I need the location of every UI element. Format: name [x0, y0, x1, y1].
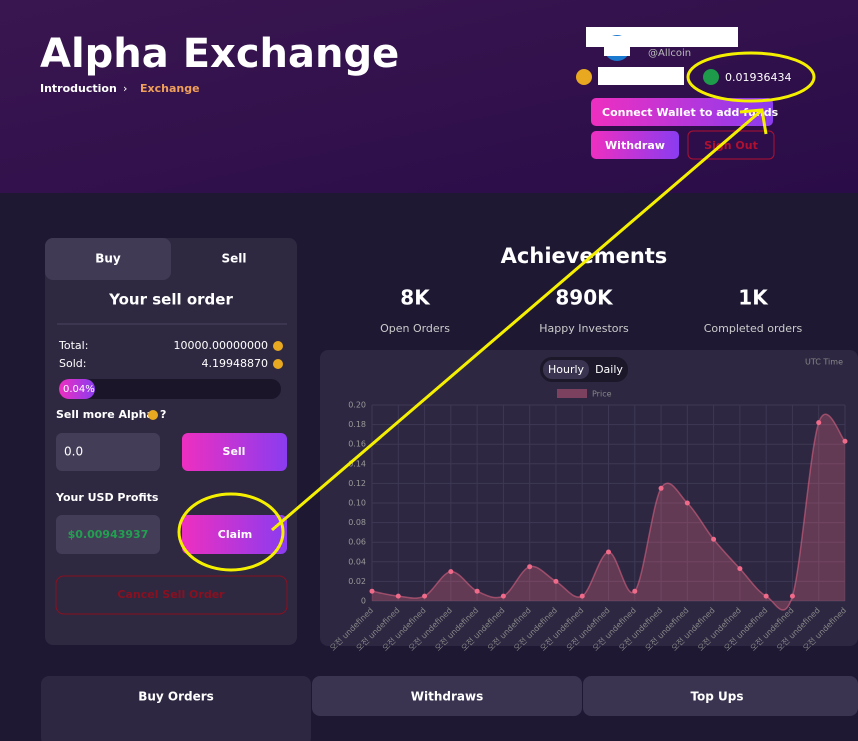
point: [395, 593, 401, 599]
point: [737, 566, 743, 572]
connect-label: Connect Wallet to add funds: [602, 106, 779, 119]
price-line: [371, 413, 846, 611]
tab-label: Withdraws: [411, 690, 483, 704]
point: [842, 438, 848, 444]
legend-label: Price: [592, 390, 612, 399]
label: ?: [160, 408, 166, 421]
tab-label: Buy: [95, 252, 121, 266]
y-tick-label: 0.02: [348, 577, 366, 586]
signout-label: Sign Out: [704, 139, 758, 152]
input-value: 0.0: [64, 445, 83, 459]
breadcrumb: Exchange: [140, 82, 200, 95]
label: Sell more Alpha: [56, 408, 154, 421]
tab-label: Buy Orders: [138, 690, 214, 704]
usd-balance: 0.01936434: [725, 71, 791, 84]
breadcrumb[interactable]: Introduction: [40, 82, 117, 95]
stat-label: Completed orders: [704, 322, 803, 335]
y-tick-label: 0: [361, 597, 366, 606]
button-label: Claim: [218, 528, 253, 541]
toggle-active[interactable]: [543, 360, 589, 379]
y-tick-label: 0.20: [348, 401, 366, 410]
point: [448, 569, 454, 575]
y-tick-label: 0.12: [348, 479, 366, 488]
progress-fill: [59, 379, 95, 399]
point: [579, 593, 585, 599]
usd-icon: [703, 69, 719, 85]
amount-input[interactable]: [56, 433, 160, 471]
redaction: [604, 36, 630, 56]
button-label: Sell: [223, 445, 246, 458]
stat-value: 1K: [738, 286, 769, 310]
tab[interactable]: [41, 676, 311, 741]
label: Sold:: [59, 357, 86, 370]
legend-swatch: [557, 389, 587, 398]
page-title: Alpha Exchange: [40, 31, 399, 77]
buy-tab[interactable]: [45, 238, 171, 280]
breadcrumb-sep: ›: [123, 82, 127, 95]
stat-value: 8K: [400, 286, 431, 310]
point: [789, 593, 795, 599]
tab[interactable]: [583, 676, 858, 716]
sell-button[interactable]: [182, 433, 287, 471]
y-tick-label: 0.04: [348, 557, 366, 566]
point: [711, 536, 717, 542]
profits-box: [56, 515, 160, 554]
coin-icon: [576, 69, 592, 85]
point: [816, 420, 822, 426]
toggle-label[interactable]: Daily: [595, 363, 623, 376]
y-tick-label: 0.06: [348, 538, 366, 547]
tab[interactable]: [312, 676, 582, 716]
chart-note: UTC Time: [805, 358, 843, 367]
claim-button[interactable]: [182, 515, 287, 554]
y-tick-label: 0.08: [348, 518, 366, 527]
annotation: [177, 51, 816, 572]
total: 10000.00000000: [174, 339, 268, 352]
stat-value: 890K: [555, 286, 614, 310]
progress-track: [59, 379, 281, 399]
y-tick-label: 0.10: [348, 499, 366, 508]
y-tick-label: 0.18: [348, 420, 366, 429]
point: [606, 549, 611, 555]
point: [527, 564, 533, 570]
y-tick-label: 0.16: [348, 440, 366, 449]
panel-heading: Your sell order: [108, 291, 233, 309]
coin-icon: [148, 410, 158, 420]
redaction: [598, 67, 684, 85]
point: [658, 485, 664, 491]
button-label: Cancel Sell Order: [117, 588, 225, 601]
price-area: [372, 414, 845, 611]
connect-button[interactable]: [591, 98, 773, 126]
point: [684, 500, 690, 506]
profits: $0.00943937: [68, 528, 149, 541]
signout-button[interactable]: [687, 130, 775, 160]
tab-label: Top Ups: [690, 690, 743, 704]
point: [422, 593, 428, 599]
sold: 4.19948870: [202, 357, 268, 370]
point: [474, 588, 480, 594]
point: [369, 588, 375, 594]
label: Your USD Profits: [55, 491, 159, 504]
tab-label[interactable]: Sell: [221, 252, 246, 266]
withdraw-button[interactable]: [591, 131, 679, 159]
stat-label: Open Orders: [380, 322, 450, 335]
withdraw-label: Withdraw: [605, 139, 665, 152]
point: [553, 578, 559, 584]
toggle-label: Hourly: [548, 363, 585, 376]
point: [500, 593, 506, 599]
stat-label: Happy Investors: [539, 322, 629, 335]
label: Total:: [58, 339, 88, 352]
point: [632, 588, 638, 594]
coin-icon: [273, 341, 283, 351]
cancel-button[interactable]: [55, 575, 288, 615]
progress-label: 0.04%: [63, 384, 95, 395]
handle: @Allcoin: [648, 48, 691, 59]
point: [763, 593, 769, 599]
coin-icon: [273, 359, 283, 369]
y-tick-label: 0.14: [348, 459, 366, 468]
